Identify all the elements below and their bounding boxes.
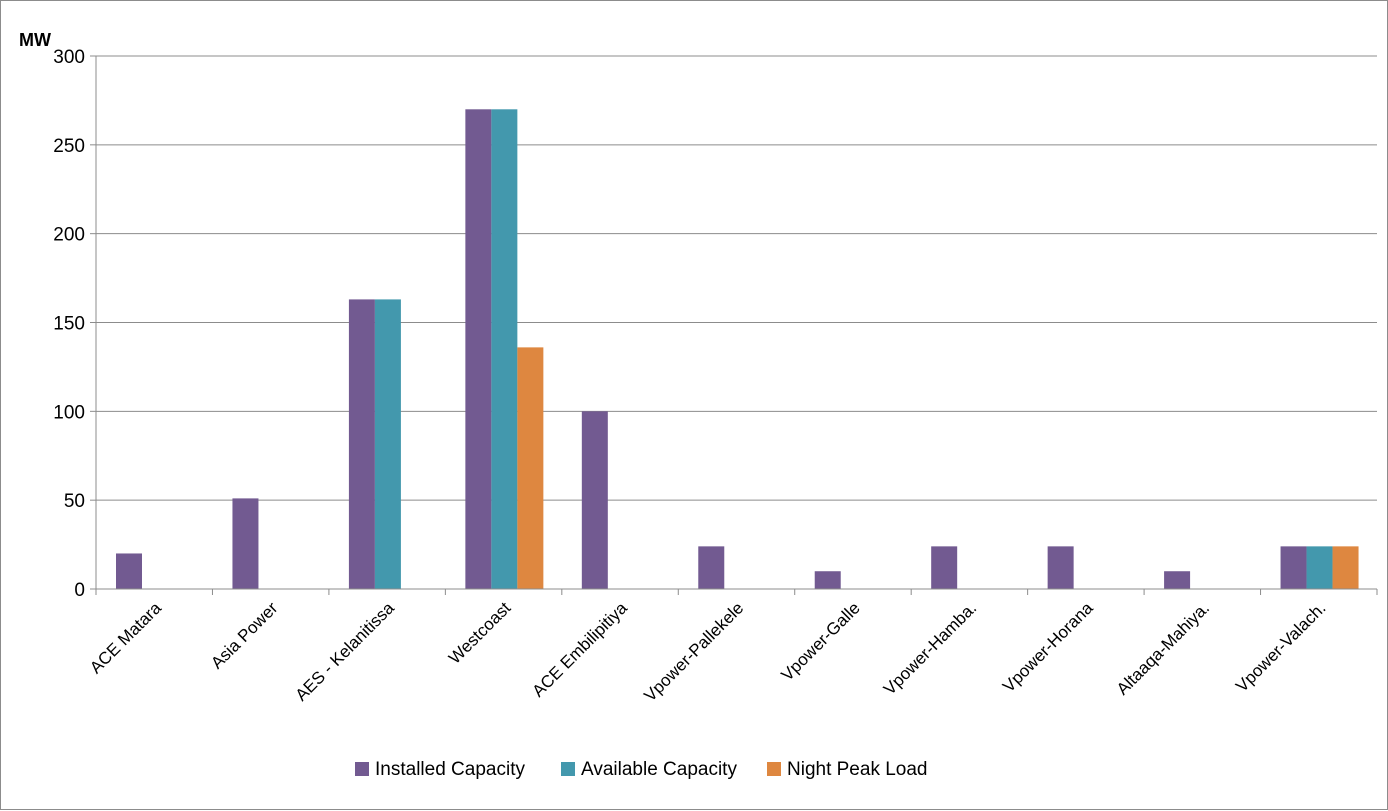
bar-installed-capacity-4: [581, 411, 608, 589]
x-tick-label: Altaaqa-Mahiya.: [1113, 598, 1213, 698]
y-axis-unit-label: MW: [19, 30, 51, 50]
bar-night-peak-load-10: [1332, 546, 1359, 589]
x-tick-label: Vpower-Galle: [778, 598, 864, 684]
legend-label: Night Peak Load: [787, 759, 928, 780]
bar-available-capacity-2: [374, 299, 401, 589]
x-tick-label: ACE Embilipitiya: [529, 598, 632, 701]
y-tick-labels: 0 50 100 150 200 250 300: [53, 47, 96, 601]
y-tick-label: 50: [64, 491, 85, 512]
x-tick-label: Vpower-Valach.: [1232, 598, 1329, 695]
bar-night-peak-load-3: [517, 347, 544, 589]
bar-available-capacity-3: [491, 109, 518, 590]
y-tick-label: 0: [74, 580, 85, 601]
y-tick-label: 100: [53, 402, 85, 423]
gridlines: [96, 55, 1377, 501]
x-tick-label: Vpower-Pallekele: [640, 598, 747, 705]
y-tick-label: 300: [53, 47, 85, 68]
x-tick-labels: ACE Matara Asia Power AES - Kelanitissa Wes…: [86, 589, 1378, 705]
bar-installed-capacity-8: [1047, 546, 1074, 589]
bar-installed-capacity-2: [348, 299, 375, 589]
legend-swatch: [767, 762, 781, 776]
legend-swatch: [355, 762, 369, 776]
legend-label: Installed Capacity: [375, 759, 525, 780]
bar-installed-capacity-7: [931, 546, 958, 589]
x-tick-label: Vpower-Horana: [999, 598, 1097, 696]
y-tick-label: 250: [53, 136, 85, 157]
bar-installed-capacity-6: [814, 571, 841, 589]
y-tick-label: 150: [53, 314, 85, 335]
bar-installed-capacity-3: [465, 109, 492, 590]
bars: [116, 109, 1359, 590]
bar-installed-capacity-10: [1280, 546, 1307, 589]
x-tick-label: ACE Matara: [86, 598, 165, 677]
bar-installed-capacity-9: [1164, 571, 1191, 589]
bar-installed-capacity-1: [232, 498, 259, 589]
bar-available-capacity-10: [1306, 546, 1333, 589]
x-tick-label: AES - Kelanitissa: [292, 598, 399, 705]
y-tick-label: 200: [53, 225, 85, 246]
x-tick-label: Vpower-Hamba.: [880, 598, 980, 698]
legend-label: Available Capacity: [581, 759, 737, 780]
bar-installed-capacity-5: [698, 546, 725, 589]
legend: Installed Capacity Available Capacity Nigh…: [355, 759, 928, 780]
x-tick-label: Asia Power: [207, 598, 281, 672]
legend-swatch: [561, 762, 575, 776]
x-tick-label: Westcoast: [445, 598, 515, 668]
bar-installed-capacity-0: [116, 553, 142, 589]
